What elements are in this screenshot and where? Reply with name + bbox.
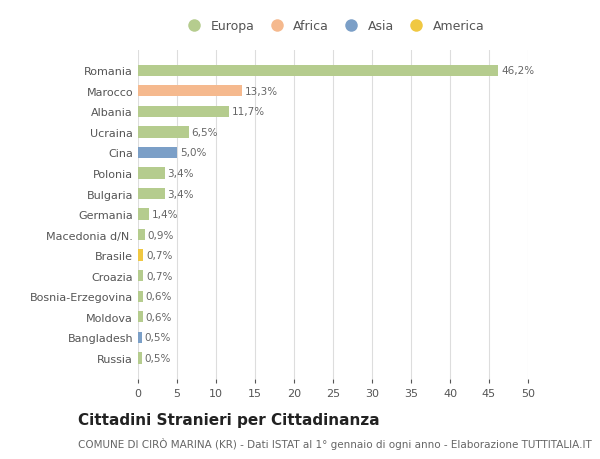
Bar	[138, 270, 143, 282]
Bar	[138, 312, 143, 323]
Text: 0,5%: 0,5%	[145, 353, 171, 363]
Bar	[138, 189, 164, 200]
Text: 0,7%: 0,7%	[146, 271, 173, 281]
Text: 0,6%: 0,6%	[145, 312, 172, 322]
Bar	[138, 291, 143, 302]
Bar	[138, 106, 229, 118]
Text: 46,2%: 46,2%	[501, 66, 534, 76]
Text: 5,0%: 5,0%	[180, 148, 206, 158]
Text: 11,7%: 11,7%	[232, 107, 265, 117]
Bar	[138, 332, 142, 343]
Text: 13,3%: 13,3%	[244, 87, 278, 96]
Bar	[138, 65, 499, 77]
Bar	[138, 147, 177, 159]
Text: 3,4%: 3,4%	[167, 168, 194, 179]
Bar	[138, 86, 242, 97]
Text: 0,6%: 0,6%	[145, 291, 172, 302]
Text: 3,4%: 3,4%	[167, 189, 194, 199]
Bar	[138, 353, 142, 364]
Text: 6,5%: 6,5%	[191, 128, 218, 138]
Bar	[138, 168, 164, 179]
Text: 1,4%: 1,4%	[152, 210, 178, 219]
Text: 0,7%: 0,7%	[146, 251, 173, 261]
Bar	[138, 250, 143, 261]
Text: Cittadini Stranieri per Cittadinanza: Cittadini Stranieri per Cittadinanza	[78, 413, 380, 428]
Bar	[138, 230, 145, 241]
Text: COMUNE DI CIRÒ MARINA (KR) - Dati ISTAT al 1° gennaio di ogni anno - Elaborazion: COMUNE DI CIRÒ MARINA (KR) - Dati ISTAT …	[78, 437, 592, 449]
Text: 0,9%: 0,9%	[148, 230, 174, 240]
Legend: Europa, Africa, Asia, America: Europa, Africa, Asia, America	[179, 17, 487, 35]
Bar	[138, 209, 149, 220]
Text: 0,5%: 0,5%	[145, 333, 171, 342]
Bar	[138, 127, 188, 138]
